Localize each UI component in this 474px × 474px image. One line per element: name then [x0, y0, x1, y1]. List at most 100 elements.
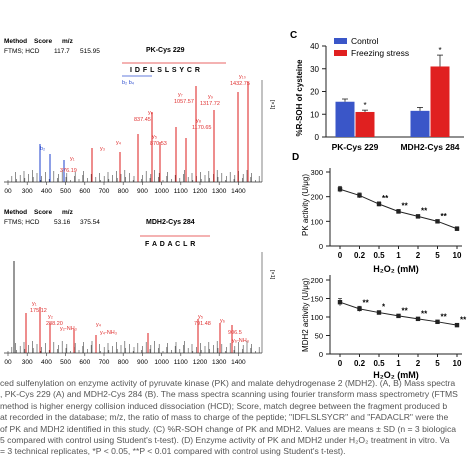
d-y-tick-label: 100 — [310, 217, 323, 226]
d-x-tick-label: 0.5 — [373, 359, 385, 368]
spectrum-x-tick-label: 800 — [118, 359, 129, 366]
d-y-tick-label: 300 — [310, 168, 323, 177]
a-peak-label: 837.45 — [134, 117, 151, 123]
c-y-ticks: 0 10 20 30 40 — [310, 42, 326, 142]
panel-b-spectrum: Method Score m/z FTMS; HCD 53.16 375.54 … — [4, 209, 275, 366]
d-y-tick-label: 100 — [310, 313, 323, 322]
a-x-ticks: 00 300 400 500 600 700 800 900 1000 1100 1200 1300 1… — [4, 182, 246, 195]
data-point — [357, 193, 362, 198]
a-sequence: I D F L S L S Y C R — [130, 67, 200, 74]
data-point — [396, 313, 401, 319]
a-header-mz: m/z — [62, 38, 74, 45]
a-peak-label: y₄ — [116, 140, 122, 146]
legend-label-freezing: Freezing stress — [351, 48, 409, 58]
a-header-score: Score — [34, 38, 52, 45]
panel-a-spectrum: Method Score m/z FTMS; HCD 117.7 515.95 … — [4, 38, 275, 195]
b-peak-label: y₄-NH₃ — [100, 330, 117, 336]
legend-swatch-freezing — [334, 50, 347, 56]
b-header-score: Score — [34, 209, 52, 216]
b-peak-label: y₁ — [32, 301, 37, 307]
significance-marker: ** — [441, 312, 448, 321]
b-peak-label: 175.12 — [30, 308, 47, 314]
c-y-tick-label: 0 — [315, 133, 320, 142]
data-point — [357, 306, 362, 312]
significance-marker: * — [438, 46, 441, 55]
d-x-tick-label: 2 — [416, 359, 421, 368]
data-point — [415, 214, 421, 219]
panel-c-letter: C — [290, 30, 297, 41]
caption-line: = 3 technical replicates, *P < 0.05, **P… — [0, 446, 346, 457]
d-x-tick-label: 0.2 — [354, 359, 366, 368]
spectrum-x-tick-label: 800 — [118, 188, 129, 195]
significance-marker: * — [382, 303, 386, 312]
caption-line: , PK-Cys 229 (A) and MDH2-Cys 284 (B). T… — [0, 389, 458, 400]
b-header-method: Method — [4, 209, 27, 216]
significance-marker: ** — [421, 309, 428, 318]
spectrum-x-tick-label: 700 — [99, 359, 110, 366]
c-y-tick-label: 30 — [310, 65, 319, 74]
c-y-axis-label: %R-SOH of cysteine — [295, 59, 304, 136]
a-header-score-value: 117.7 — [54, 48, 70, 55]
d-x-tick-label: 0.5 — [373, 251, 385, 260]
significance-marker: ** — [363, 298, 370, 307]
d-top-x-axis-label: H₂O₂ (mM) — [373, 264, 419, 274]
b-header-mz-value: 375.54 — [80, 219, 100, 226]
caption-line: of PK and MDH2 identified in this study.… — [0, 423, 457, 434]
data-point — [337, 300, 343, 305]
d-top-series: ** ** ** ** — [337, 185, 460, 231]
spectrum-x-tick-label: 1300 — [212, 188, 227, 195]
a-peak-label: y₅ — [152, 134, 157, 140]
spectrum-x-tick-label: 1300 — [212, 359, 227, 366]
spectrum-x-tick-label: 1400 — [231, 359, 246, 366]
b-title: MDH2-Cys 284 — [146, 219, 195, 226]
d-x-tick-label: 1 — [396, 359, 401, 368]
spectrum-x-tick-label: 900 — [137, 188, 148, 195]
spectrum-x-tick-label: 1200 — [193, 188, 208, 195]
a-peak-label: y₆ — [148, 110, 153, 116]
d-x-tick-label: 2 — [416, 251, 421, 260]
spectrum-x-tick-label: 500 — [60, 188, 71, 195]
d-x-tick-label: 10 — [453, 359, 462, 368]
caption-line: method is higher energy collision induce… — [0, 400, 448, 411]
spectrum-x-tick-label: 600 — [79, 359, 90, 366]
b-header-mz: m/z — [62, 209, 74, 216]
panel-d-letter: D — [292, 152, 299, 163]
significance-marker: ** — [382, 194, 389, 203]
b-header-row: FTMS; HCD — [4, 219, 40, 226]
spectrum-x-tick-label: 400 — [41, 188, 52, 195]
a-peak-label: 376.19 — [60, 168, 77, 174]
d-top-y-ticks: 0 100 200 300 — [310, 168, 330, 251]
a-peak-label: 1170.65 — [192, 125, 211, 131]
a-title: PK-Cys 229 — [146, 47, 185, 54]
d-x-tick-label: 10 — [453, 251, 462, 260]
a-peak-label: y₃ — [100, 146, 105, 152]
d-y-tick-label: 200 — [310, 276, 323, 285]
d-bottom-series: ** * ** ** ** ** — [337, 298, 467, 328]
bar-control — [335, 101, 355, 137]
a-peak-label: y₈ — [196, 118, 201, 124]
b-peak-label: y₂-NH₃ — [60, 326, 77, 332]
significance-marker: ** — [441, 212, 448, 221]
d-bottom-x-axis-label: H₂O₂ (mM) — [373, 370, 419, 380]
legend-label-control: Control — [351, 36, 379, 46]
d-x-tick-label: 5 — [435, 359, 440, 368]
spectrum-x-tick-label: 1000 — [154, 188, 169, 195]
d-x-tick-label: 0 — [338, 251, 343, 260]
spectrum-x-tick-label: 900 — [137, 359, 148, 366]
spectrum-x-tick-label: 1200 — [193, 359, 208, 366]
a-peak-label: y₇ — [178, 92, 183, 98]
figure-caption: ced sulfenylation on enzyme activity of … — [0, 378, 474, 458]
spectrum-x-tick-label: 1000 — [154, 359, 169, 366]
data-point — [415, 316, 421, 322]
caption-line: ced sulfenylation on enzyme activity of … — [0, 378, 456, 388]
c-bars: ** — [335, 46, 450, 137]
spectrum-x-tick-label: 700 — [99, 188, 110, 195]
d-y-tick-label: 150 — [310, 295, 323, 304]
caption-line: at recorded in the database; m/z, the ra… — [0, 412, 449, 423]
d-x-tick-label: 5 — [435, 251, 440, 260]
a-header-row: FTMS; HCD — [4, 48, 40, 55]
a-header-mz-value: 515.95 — [80, 48, 100, 55]
bar-freezing — [430, 66, 450, 137]
